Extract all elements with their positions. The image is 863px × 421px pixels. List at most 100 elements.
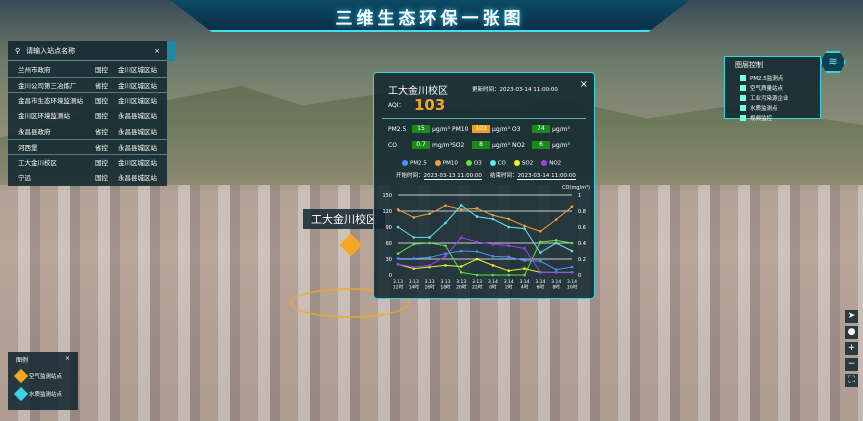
data-point[interactable] [570, 249, 574, 253]
fullscreen-icon[interactable]: ⛶ [845, 374, 858, 387]
data-point[interactable] [412, 216, 416, 219]
data-point[interactable] [554, 241, 558, 245]
list-item[interactable]: 金昌市生态环境监测站 国控 金川区城区站 [8, 92, 167, 108]
data-point[interactable] [570, 205, 574, 209]
list-item[interactable]: 金川公司第三冶炼厂 省控 金川区城区站 [8, 76, 167, 93]
location-icon[interactable]: ● [845, 326, 858, 339]
data-point[interactable] [570, 265, 574, 269]
data-point[interactable] [459, 236, 463, 239]
data-point[interactable] [475, 250, 479, 253]
data-point[interactable] [475, 273, 479, 277]
list-item[interactable]: 宁远 国控 永昌县城区站 [8, 170, 167, 186]
clear-icon[interactable]: × [154, 46, 160, 55]
layer-checkbox[interactable] [740, 115, 746, 121]
data-point[interactable] [412, 242, 416, 246]
data-point[interactable] [396, 225, 400, 229]
data-point[interactable] [491, 213, 495, 217]
compass-icon[interactable]: ➤ [845, 310, 858, 323]
data-point[interactable] [554, 239, 558, 242]
data-point[interactable] [412, 236, 416, 239]
layer-checkbox[interactable] [740, 85, 746, 91]
data-point[interactable] [523, 259, 526, 262]
data-point[interactable] [507, 269, 511, 273]
legend-item[interactable]: CO [489, 160, 506, 167]
data-point[interactable] [539, 240, 542, 244]
layer-item[interactable]: 视频监控 [725, 113, 820, 123]
data-point[interactable] [396, 263, 400, 266]
data-point[interactable] [444, 221, 447, 225]
data-point[interactable] [444, 264, 447, 267]
map-site-label[interactable]: 工大金川校区 [303, 209, 385, 229]
data-point[interactable] [539, 259, 542, 263]
data-point[interactable] [444, 244, 447, 247]
data-point[interactable] [491, 255, 495, 258]
legend-item[interactable]: PM2.5 [402, 160, 427, 167]
data-point[interactable] [412, 257, 416, 260]
layer-checkbox[interactable] [740, 105, 746, 111]
data-point[interactable] [428, 212, 431, 215]
end-time-input[interactable]: 2023-03-14 11:00:00 [517, 173, 576, 180]
data-point[interactable] [491, 242, 495, 246]
data-point[interactable] [570, 271, 574, 274]
data-point[interactable] [412, 265, 416, 269]
data-point[interactable] [459, 265, 463, 268]
legend-item[interactable]: PM10 [434, 160, 458, 167]
data-point[interactable] [554, 271, 558, 274]
data-point[interactable] [539, 251, 542, 254]
data-point[interactable] [507, 244, 511, 247]
zoom-in-icon[interactable]: + [845, 342, 858, 355]
layer-item[interactable]: 工业污染源企业 [725, 93, 820, 103]
data-point[interactable] [491, 264, 495, 267]
data-point[interactable] [396, 252, 400, 255]
data-point[interactable] [523, 267, 526, 270]
data-point[interactable] [459, 271, 463, 274]
data-point[interactable] [523, 227, 526, 230]
data-point[interactable] [570, 241, 574, 245]
data-point[interactable] [491, 217, 495, 221]
legend-item[interactable]: O3 [465, 160, 482, 167]
close-icon[interactable]: × [579, 79, 588, 90]
data-point[interactable] [428, 241, 431, 245]
data-point[interactable] [539, 271, 542, 274]
data-point[interactable] [459, 204, 463, 207]
data-point[interactable] [554, 268, 558, 271]
list-item[interactable]: 河西堡 省控 永昌县城区站 [8, 138, 167, 155]
layer-checkbox[interactable] [740, 95, 746, 101]
data-point[interactable] [523, 247, 526, 250]
list-item[interactable]: 金川区环境监测站 国控 永昌县城区站 [8, 108, 167, 124]
data-point[interactable] [396, 257, 400, 260]
data-point[interactable] [444, 252, 447, 255]
list-item[interactable]: 工大金川校区 国控 金川区城区站 [8, 154, 167, 170]
data-point[interactable] [475, 240, 479, 244]
layer-checkbox[interactable] [740, 75, 746, 81]
layer-item[interactable]: 空气质量站点 [725, 83, 820, 93]
data-point[interactable] [523, 273, 526, 277]
data-point[interactable] [444, 255, 447, 258]
start-time-input[interactable]: 2023-03-13 11:00:00 [423, 173, 482, 180]
data-point[interactable] [459, 208, 463, 211]
data-point[interactable] [428, 236, 431, 239]
data-point[interactable] [444, 204, 447, 207]
layer-item[interactable]: 水质监测点 [725, 103, 820, 113]
legend-item[interactable]: SO2 [513, 160, 533, 167]
data-point[interactable] [523, 224, 526, 228]
data-point[interactable] [428, 256, 431, 259]
data-point[interactable] [475, 207, 479, 210]
close-icon[interactable]: × [64, 355, 70, 362]
data-point[interactable] [428, 264, 431, 267]
layers-icon[interactable]: ≋ [820, 51, 846, 73]
data-point[interactable] [396, 208, 400, 211]
data-point[interactable] [507, 273, 511, 277]
legend-item[interactable]: NO2 [541, 160, 561, 167]
data-point[interactable] [475, 257, 479, 261]
layer-item[interactable]: PM2.5监测点 [725, 73, 820, 83]
data-point[interactable] [507, 225, 511, 229]
zoom-out-icon[interactable]: − [845, 358, 858, 371]
data-point[interactable] [459, 249, 463, 253]
data-point[interactable] [539, 229, 542, 233]
list-item[interactable]: 永昌县政府 省控 永昌县城区站 [8, 123, 167, 139]
data-point[interactable] [507, 217, 511, 221]
list-item[interactable]: 兰州市政府 国控 金川区城区站 [8, 61, 167, 77]
search-input[interactable]: 请输入站点名称 [26, 46, 76, 55]
collapse-toggle[interactable] [167, 41, 175, 61]
